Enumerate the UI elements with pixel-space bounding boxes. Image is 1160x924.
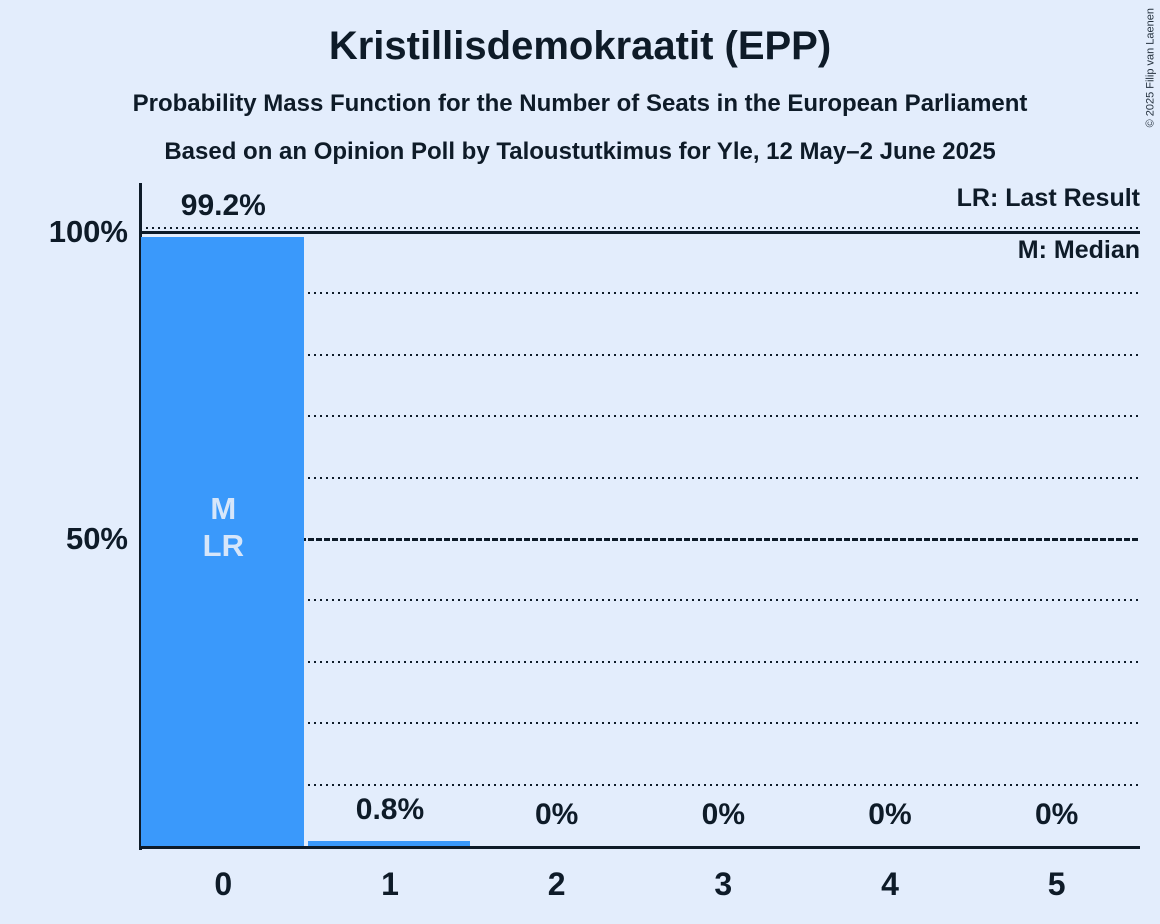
bar-annotation-line: LR <box>202 527 244 563</box>
gridline-dotted-80 <box>140 353 1140 356</box>
bar-annotation-m-lr: M LR <box>203 490 244 564</box>
copyright-notice: © 2025 Filip van Laenen <box>1144 8 1156 128</box>
bar-value-label-4: 0% <box>868 798 912 831</box>
gridline-dotted-60 <box>140 476 1140 479</box>
legend-median: M: Median <box>1017 236 1140 264</box>
chart-subtitle: Probability Mass Function for the Number… <box>132 90 1028 117</box>
gridline-dotted-70 <box>140 415 1140 418</box>
gridline-top <box>140 231 1140 234</box>
x-axis-line <box>139 846 1140 849</box>
legend-last-result: LR: Last Result <box>956 184 1140 212</box>
bar-seats-0 <box>141 236 304 846</box>
x-tick-label-5: 5 <box>1047 866 1066 902</box>
gridline-dotted-10 <box>140 783 1140 786</box>
x-tick-label-1: 1 <box>381 866 399 902</box>
x-tick-label-2: 2 <box>547 866 566 902</box>
bar-value-label-5: 0% <box>1034 798 1079 831</box>
gridline-dotted-90 <box>140 292 1140 295</box>
bar-value-label-1: 0.8% <box>355 793 425 827</box>
y-tick-label-100: 100% <box>48 214 128 249</box>
chart-title: Kristillisdemokraatit (EPP) <box>328 24 832 68</box>
x-tick-label-0: 0 <box>214 866 233 902</box>
gridline-dotted-30 <box>140 660 1140 663</box>
x-tick-label-3: 3 <box>714 866 733 902</box>
gridline-dotted-20 <box>140 722 1140 725</box>
chart-source-line: Based on an Opinion Poll by Taloustutkim… <box>164 138 996 165</box>
gridline-top-dotted <box>140 226 1140 229</box>
bar-value-label-2: 0% <box>534 798 579 831</box>
x-tick-label-4: 4 <box>881 866 899 902</box>
gridline-dotted-40 <box>140 599 1140 602</box>
y-tick-label-50: 50% <box>65 521 128 556</box>
y-axis-line <box>139 183 142 850</box>
plot-area: 99.2% 0 0.8% 1 0% 2 0% 3 0% 4 0% 5 M LR <box>140 189 1140 902</box>
bar-seats-1 <box>307 841 471 846</box>
bar-annotation-line: M <box>210 490 237 526</box>
gridline-majority <box>140 538 1140 541</box>
bar-value-label-3: 0% <box>701 798 745 831</box>
bar-value-label-0: 99.2% <box>180 188 266 222</box>
